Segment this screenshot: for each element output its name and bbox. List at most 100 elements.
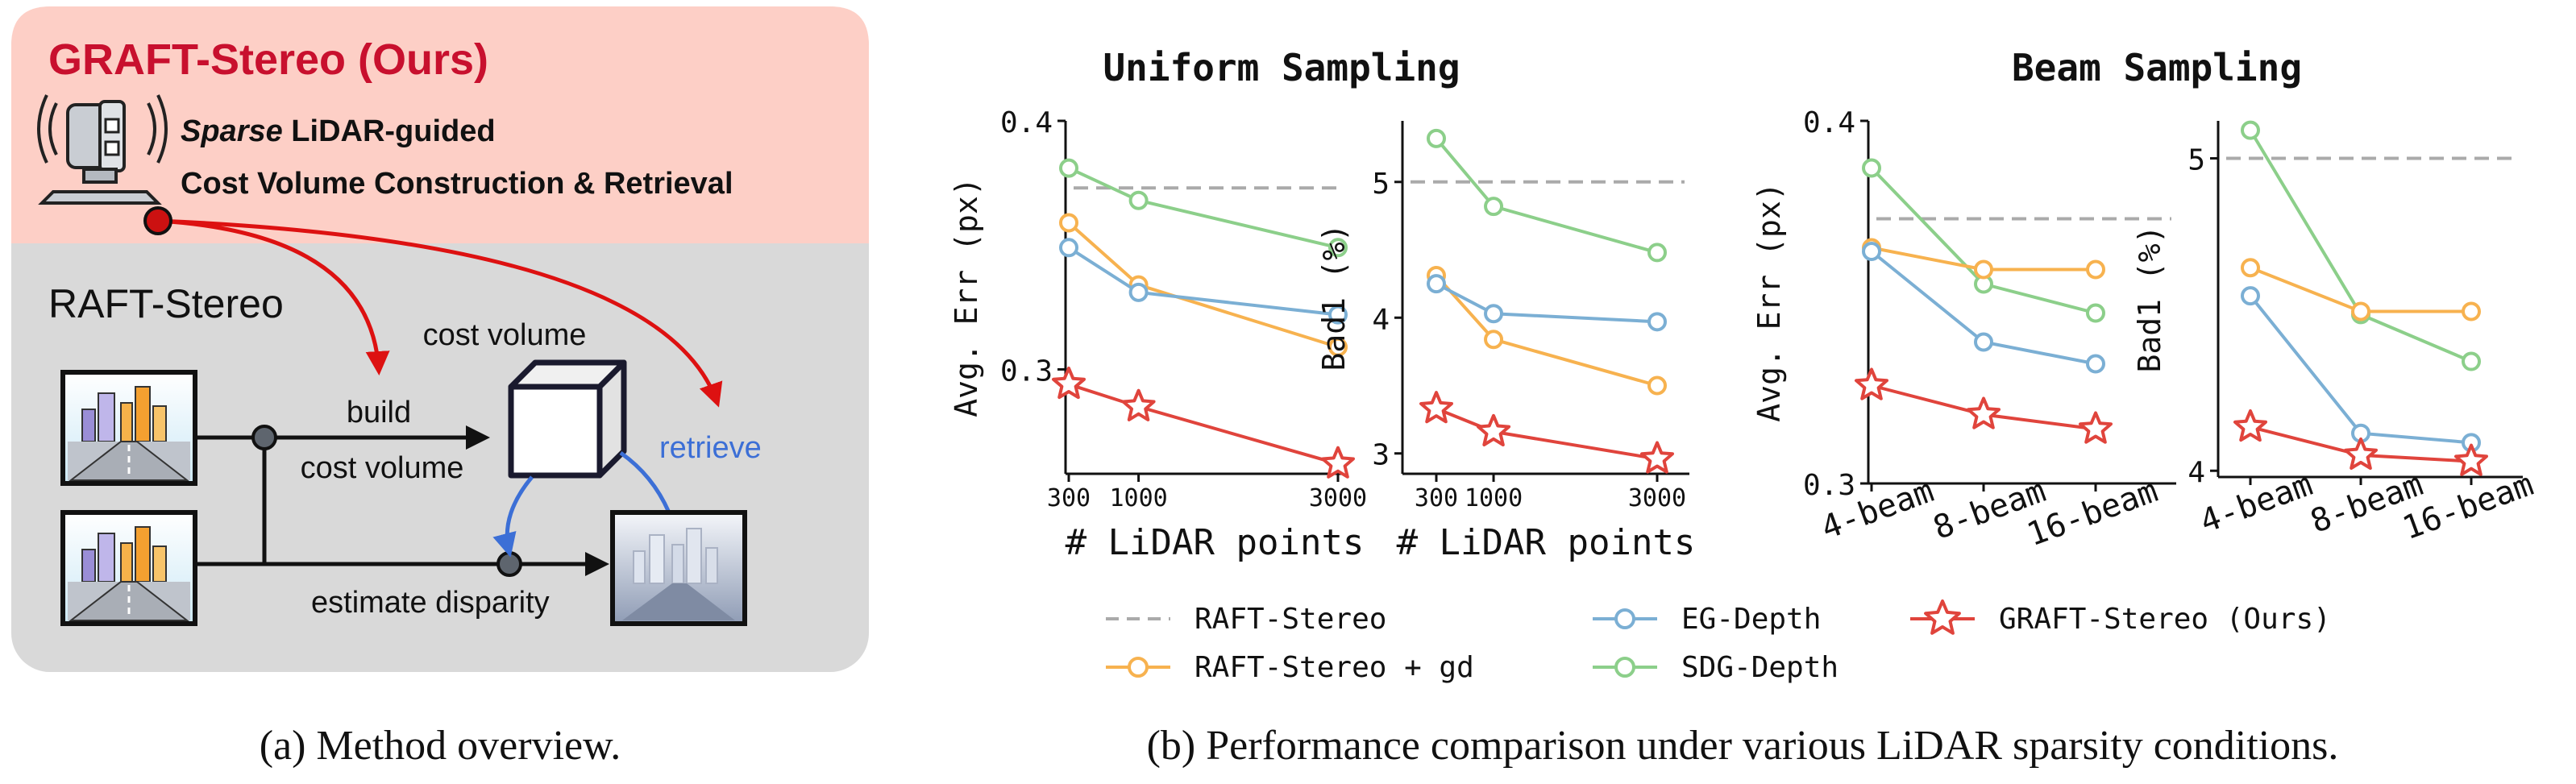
estimate-label: estimate disparity [311,586,550,620]
point-raft-stereo-gd [1647,375,1667,396]
series-line-sdg-depth [2249,129,2472,363]
point-sdg-depth [2462,351,2481,371]
group-title-beam: Beam Sampling [2012,46,2302,89]
y-axis-label: Avg. Err (px) [949,177,984,417]
point-sdg-depth [2086,303,2105,323]
red-arrow-retrieve [157,218,723,408]
point-eg-depth [1427,274,1446,294]
sparse-word: Sparse [181,114,283,148]
city-image-icon-2 [60,510,197,626]
point-raft-stereo-gd [1059,213,1078,233]
legend-label: RAFT-Stereo + gd [1195,651,1474,684]
point-raft-stereo-gd [2241,258,2260,278]
y-axis-label: Bad1 (%) [2132,225,2167,372]
caption-a: (a) Method overview. [260,723,621,769]
point-raft-stereo-gd [2086,259,2105,280]
legend-label: RAFT-Stereo [1195,603,1386,636]
point-eg-depth [1128,282,1149,302]
x-tick-label: 3000 [1309,484,1367,512]
caption-b: (b) Performance comparison under various… [1147,723,2339,769]
plot-uniform-bad1: 3 4 5 Bad1 (%) 300 1000 3000 # LiDAR points [1316,121,1695,563]
y-tick-label: 3 [1372,439,1390,472]
point-graft-stereo-ours [2344,437,2378,470]
point-graft-stereo-ours [1052,367,1086,400]
x-tick-label: 300 [1415,484,1458,512]
red-arrow-build [157,218,390,375]
point-raft-stereo-gd [1974,259,1993,280]
point-eg-depth [1647,312,1667,332]
x-tick-label: 1000 [1109,484,1167,512]
point-graft-stereo-ours [2079,411,2113,444]
series-line-graft-stereo-ours [1068,383,1339,466]
performance-charts: Uniform Sampling Beam Sampling 0.3 0.4 Avg… [949,46,2538,769]
legend-item-raft-stereo-gd: RAFT-Stereo + gd [1106,651,1474,684]
y-tick-label: 4 [1372,303,1390,336]
point-sdg-depth [1128,190,1149,210]
legend-item-raft-stereo: RAFT-Stereo [1106,603,1386,636]
series-line-graft-stereo-ours [1435,407,1658,461]
raft-title: RAFT-Stereo [48,281,284,326]
point-eg-depth [1862,242,1881,261]
y-tick-label: 0.3 [1000,355,1053,388]
y-axis-label: Avg. Err (px) [1751,182,1787,421]
point-eg-depth [2241,286,2260,306]
point-graft-stereo-ours [1121,388,1156,421]
point-eg-depth [1059,238,1078,258]
group-title-uniform: Uniform Sampling [1103,46,1460,89]
point-eg-depth [1328,305,1348,325]
point-sdg-depth [1427,128,1446,148]
junction-node [251,425,277,450]
y-tick-label: 0.3 [1803,469,1855,502]
legend-marker [1614,608,1635,629]
series-line-eg-depth [1435,282,1658,324]
legend-label: GRAFT-Stereo (Ours) [1999,603,2331,636]
cost-volume-line: Cost Volume Construction & Retrieval [181,167,733,201]
cost-volume-cube-icon [508,359,627,479]
series-line-sdg-depth [1068,166,1339,250]
point-eg-depth [2086,354,2105,374]
legend-item-sdg-depth: SDG-Depth [1593,651,1839,684]
y-axis-label: Bad1 (%) [1316,223,1352,371]
legend-marker [1128,657,1149,678]
point-graft-stereo-ours [1477,413,1511,446]
legend-label: EG-Depth [1681,603,1821,636]
legend-marker [1924,599,1961,635]
x-tick-label: 3000 [1628,484,1686,512]
point-sdg-depth [1647,243,1667,263]
x-axis-label: # LiDAR points [1066,522,1365,563]
x-tick-label: 1000 [1465,484,1523,512]
point-raft-stereo-gd [2462,301,2481,321]
point-sdg-depth [1862,158,1881,178]
legend-label: SDG-Depth [1681,651,1839,684]
point-sdg-depth [1328,238,1348,258]
series-line-sdg-depth [1435,137,1658,255]
point-graft-stereo-ours [1321,446,1355,479]
point-graft-stereo-ours [1419,391,1453,424]
legend: RAFT-Stereo EG-Depth GRAFT-Stereo (Ours) RA… [1106,599,2331,684]
point-sdg-depth [1484,197,1504,217]
legend-item-graft-stereo-ours: GRAFT-Stereo (Ours) [1910,599,2331,636]
point-raft-stereo-gd [1484,330,1504,350]
plot-uniform-avg-err: 0.3 0.4 Avg. Err (px) 300 1000 3000 # LiDAR po… [949,106,1367,563]
point-graft-stereo-ours [1855,367,1888,400]
point-graft-stereo-ours [2233,409,2267,442]
point-eg-depth [1484,304,1504,324]
lidar-sensor-icon [37,94,168,205]
blue-arrow-retrieve [619,450,671,513]
legend-item-eg-depth: EG-Depth [1593,603,1821,636]
svg-text:Sparse LiDAR-guided: Sparse LiDAR-guided [181,114,496,148]
lidar-point-icon [143,206,172,235]
estimate-node [497,551,522,577]
disparity-image-icon [610,510,747,626]
legend-marker [1614,657,1635,678]
point-eg-depth [1974,332,1993,352]
y-tick-label: 5 [2188,144,2205,177]
y-tick-label: 5 [1372,168,1390,201]
point-raft-stereo-gd [1328,337,1348,357]
method-overview: GRAFT-Stereo (Ours) Sparse LiDAR-guided … [11,6,869,769]
point-graft-stereo-ours [2454,443,2488,476]
build-label: build [347,396,411,429]
point-graft-stereo-ours [1640,441,1674,474]
